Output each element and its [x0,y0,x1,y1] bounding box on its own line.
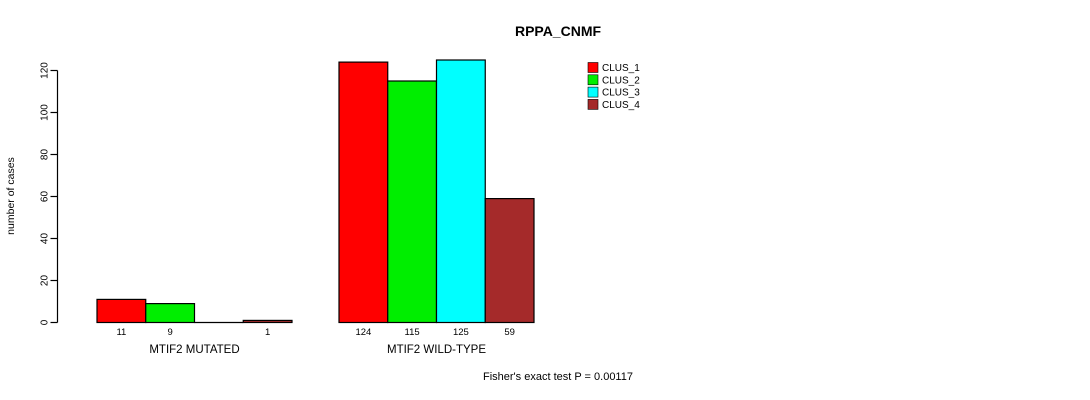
bar-value-label: 1 [265,327,270,338]
legend-swatch-CLUS_4 [587,99,599,110]
bar-value-label: 115 [405,327,420,338]
bar-value-label: 59 [504,327,515,338]
legend-swatch-CLUS_2 [587,74,599,86]
bar-CLUS_1-1 [96,298,147,324]
y-tick-label: 60 [40,191,51,203]
x-group-label-1: MTIF2 MUTATED [149,344,239,356]
bar-CLUS_2-2 [387,80,438,324]
legend-label-CLUS_1: CLUS_1 [602,63,640,74]
bar-CLUS_3-2 [435,59,486,324]
fisher-exact-test-annotation: Fisher's exact test P = 0.00117 [483,371,633,383]
bar-CLUS_1-2 [338,61,389,324]
bar-value-label: 124 [355,327,371,338]
chart-title: RPPA_CNMF [515,23,602,39]
y-tick-label: 20 [40,275,51,287]
bar-value-label: 9 [167,327,172,338]
legend-label-CLUS_2: CLUS_2 [602,75,640,86]
legend-label-CLUS_3: CLUS_3 [602,88,640,99]
bar-CLUS_2-1 [145,303,196,324]
bar-group-1: 11 9 1 [96,298,293,338]
legend-swatch-CLUS_1 [587,62,599,73]
bar-groups: 11 9 1 124 115 125 59 [96,59,535,338]
bar-CLUS_4-1 [242,319,293,324]
y-tick-label: 0 [40,319,51,325]
bar-CLUS_4-2 [484,198,535,324]
y-tick-label: 120 [40,62,51,79]
bar-group-2: 124 115 125 59 [338,59,535,338]
y-axis-label: number of cases [5,157,17,235]
y-axis: 0 20 40 60 80 100 120 [40,62,59,325]
bar-value-label: 125 [453,327,469,338]
y-tick-label: 100 [40,104,51,121]
x-axis-group-labels: MTIF2 MUTATED MTIF2 WILD-TYPE [149,344,486,356]
y-tick-label: 40 [40,233,51,245]
legend-swatch-CLUS_3 [587,86,599,98]
x-group-label-2: MTIF2 WILD-TYPE [387,344,486,356]
legend-label-CLUS_4: CLUS_4 [602,100,640,111]
bar-value-label: 11 [116,327,126,338]
y-tick-label: 80 [40,149,51,161]
